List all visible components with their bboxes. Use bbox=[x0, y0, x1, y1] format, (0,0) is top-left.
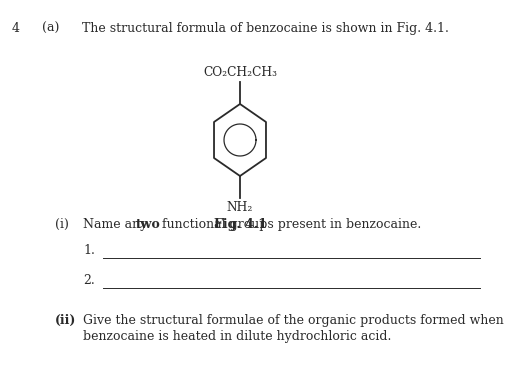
Text: functional groups present in benzocaine.: functional groups present in benzocaine. bbox=[158, 218, 421, 231]
Text: (ii): (ii) bbox=[55, 314, 76, 327]
Text: 2.: 2. bbox=[83, 274, 95, 287]
Text: The structural formula of benzocaine is shown in Fig. 4.1.: The structural formula of benzocaine is … bbox=[82, 22, 449, 35]
Text: (a): (a) bbox=[42, 22, 59, 35]
Text: Name any: Name any bbox=[83, 218, 151, 231]
Text: 1.: 1. bbox=[83, 244, 95, 257]
Text: NH₂: NH₂ bbox=[227, 201, 253, 214]
Text: CO₂CH₂CH₃: CO₂CH₂CH₃ bbox=[203, 66, 277, 79]
Text: Fig. 4.1: Fig. 4.1 bbox=[213, 218, 267, 231]
Text: Give the structural formulae of the organic products formed when: Give the structural formulae of the orga… bbox=[83, 314, 504, 327]
Text: (i): (i) bbox=[55, 218, 69, 231]
Text: 4: 4 bbox=[12, 22, 20, 35]
Text: two: two bbox=[136, 218, 161, 231]
Text: benzocaine is heated in dilute hydrochloric acid.: benzocaine is heated in dilute hydrochlo… bbox=[83, 330, 391, 343]
